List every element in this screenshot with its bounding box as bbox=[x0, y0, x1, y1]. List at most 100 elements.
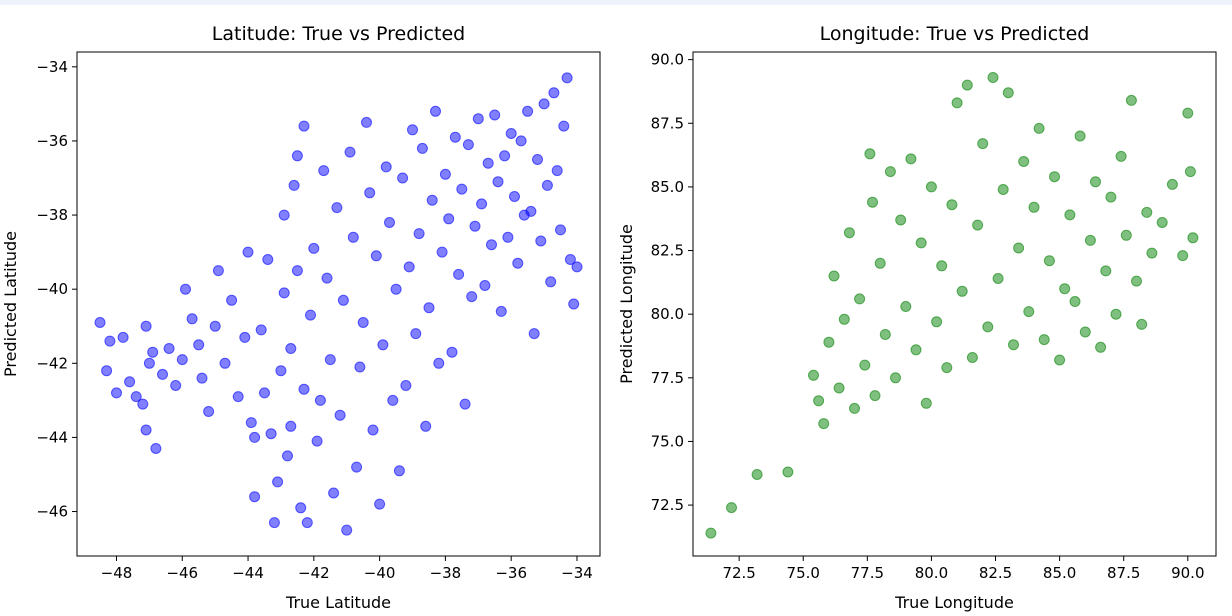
x-tick-label: 72.5 bbox=[722, 564, 755, 582]
data-point bbox=[1141, 206, 1153, 218]
data-point bbox=[818, 418, 830, 430]
data-point bbox=[311, 435, 323, 447]
data-point bbox=[1018, 156, 1030, 167]
data-point bbox=[275, 365, 287, 377]
x-tick-label: −34 bbox=[561, 564, 593, 582]
data-point bbox=[859, 359, 871, 371]
data-point bbox=[1043, 255, 1055, 267]
data-point bbox=[538, 98, 550, 110]
data-point bbox=[291, 150, 303, 162]
data-point bbox=[509, 191, 520, 202]
data-point bbox=[782, 466, 794, 478]
data-point bbox=[977, 138, 989, 150]
x-tick-label: −36 bbox=[495, 564, 527, 582]
data-point bbox=[1079, 326, 1091, 338]
data-point bbox=[282, 450, 293, 462]
data-point bbox=[486, 239, 497, 251]
data-point bbox=[1177, 250, 1189, 262]
data-point bbox=[726, 502, 737, 514]
y-tick-label: 80.0 bbox=[651, 305, 684, 323]
data-point bbox=[117, 331, 129, 343]
data-point bbox=[433, 357, 445, 369]
data-point bbox=[301, 517, 313, 529]
data-point bbox=[1105, 191, 1117, 203]
data-point bbox=[492, 176, 504, 188]
data-point bbox=[843, 227, 855, 239]
data-point bbox=[462, 139, 474, 151]
data-point bbox=[864, 148, 876, 160]
data-point bbox=[423, 302, 435, 314]
data-point bbox=[905, 153, 917, 165]
data-point bbox=[522, 105, 534, 117]
data-point bbox=[305, 309, 316, 321]
data-point bbox=[502, 231, 514, 243]
data-point bbox=[828, 270, 840, 282]
data-point bbox=[813, 395, 825, 407]
data-point bbox=[453, 268, 465, 280]
data-point bbox=[1008, 339, 1019, 351]
data-point bbox=[1033, 122, 1045, 134]
data-point bbox=[285, 420, 297, 432]
data-point bbox=[1090, 176, 1101, 188]
data-point bbox=[900, 301, 912, 312]
data-point bbox=[571, 261, 583, 273]
data-point bbox=[436, 246, 448, 258]
data-point bbox=[459, 398, 471, 410]
data-point bbox=[331, 202, 343, 214]
x-tick-label: −42 bbox=[298, 564, 330, 582]
data-point bbox=[308, 242, 320, 254]
data-point bbox=[956, 285, 968, 297]
data-point bbox=[931, 316, 943, 328]
data-point bbox=[390, 283, 402, 295]
data-point bbox=[1049, 171, 1060, 183]
data-point bbox=[548, 87, 560, 99]
data-point bbox=[1084, 234, 1096, 246]
x-tick-label: 87.5 bbox=[1107, 564, 1140, 582]
data-point bbox=[219, 357, 231, 369]
data-point bbox=[143, 357, 155, 369]
data-point bbox=[272, 476, 284, 488]
data-point bbox=[176, 354, 188, 366]
data-point bbox=[337, 294, 349, 306]
data-point bbox=[163, 343, 175, 354]
data-point bbox=[420, 420, 432, 432]
data-point bbox=[245, 417, 257, 429]
y-tick-label: −38 bbox=[36, 206, 68, 224]
axis-ticks: 72.5 75.0 77.5 80.0 82.5 85.0 87.5 90.0 72.5 75.0… bbox=[651, 51, 1205, 582]
plot-frame bbox=[692, 51, 1217, 557]
data-point bbox=[291, 265, 303, 277]
data-point bbox=[288, 179, 300, 191]
data-point bbox=[966, 352, 978, 363]
data-point bbox=[140, 320, 152, 332]
data-point bbox=[541, 179, 553, 191]
data-point bbox=[255, 324, 267, 336]
data-point bbox=[242, 246, 254, 258]
data-point bbox=[1120, 229, 1132, 241]
data-point bbox=[910, 344, 922, 356]
data-point bbox=[449, 131, 461, 143]
scatter-points bbox=[94, 72, 583, 536]
data-point bbox=[1013, 242, 1025, 254]
axis-ticks: −48 −46 −44 −42 −40 −38 −36 −34 −46 −44 −42 −40 −38 −… bbox=[36, 58, 592, 582]
data-point bbox=[400, 380, 412, 391]
data-point bbox=[341, 524, 353, 536]
data-point bbox=[130, 391, 142, 403]
data-point bbox=[94, 317, 106, 328]
data-point bbox=[278, 209, 290, 221]
data-point bbox=[430, 105, 441, 117]
data-point bbox=[1136, 318, 1148, 330]
data-point bbox=[374, 498, 386, 510]
data-point bbox=[298, 120, 310, 132]
data-point bbox=[443, 213, 455, 225]
data-point bbox=[961, 79, 973, 91]
data-point bbox=[124, 376, 136, 388]
data-point bbox=[426, 194, 438, 206]
data-point bbox=[479, 280, 491, 291]
y-tick-label: 87.5 bbox=[651, 114, 684, 132]
data-point bbox=[1100, 265, 1112, 277]
y-tick-label: 90.0 bbox=[651, 51, 684, 69]
data-point bbox=[295, 502, 307, 514]
data-point bbox=[751, 469, 763, 480]
data-point bbox=[558, 120, 570, 132]
data-point bbox=[1156, 217, 1168, 228]
